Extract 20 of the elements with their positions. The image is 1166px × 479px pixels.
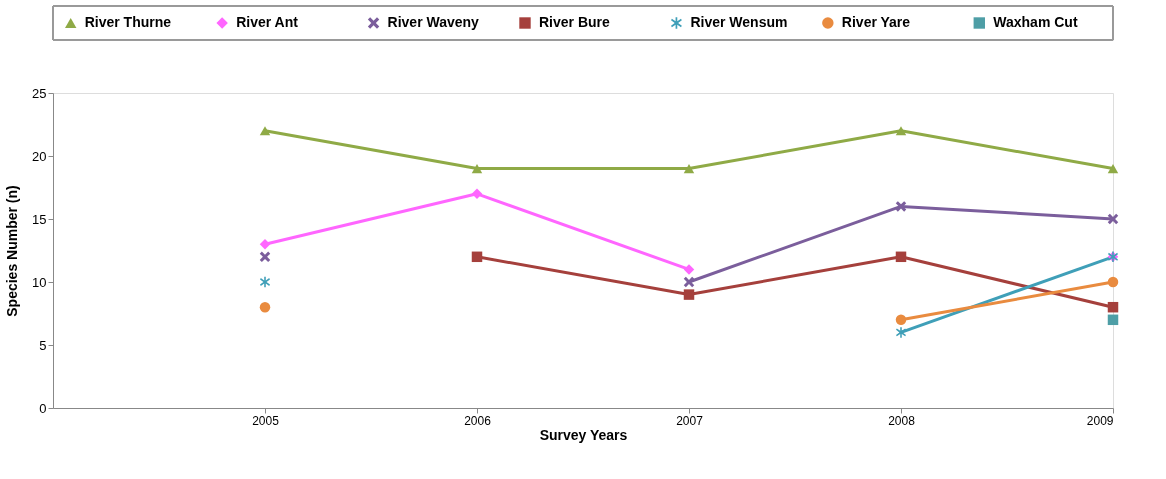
x-tick-label: 2006 <box>464 413 492 428</box>
y-axis-title: Species Number (n) <box>4 185 21 317</box>
legend-label: River Yare <box>841 14 911 30</box>
legend-label: Waxham Cut <box>993 14 1078 30</box>
legend-label: River Ant <box>236 14 299 30</box>
y-tick-label: 20 <box>32 148 47 164</box>
x-tick-label: 2008 <box>888 413 916 428</box>
legend-label: River Wensum <box>690 14 788 30</box>
y-tick-label: 5 <box>39 337 47 353</box>
legend-label: River Waveny <box>387 14 480 30</box>
x-tick-label: 2009 <box>1086 413 1114 428</box>
x-tick-label: 2007 <box>676 413 704 428</box>
y-tick-label: 10 <box>32 274 47 290</box>
x-axis-title: Survey Years <box>539 426 628 443</box>
y-tick-label: 15 <box>32 211 47 227</box>
legend-label: River Thurne <box>84 14 172 30</box>
y-tick-label: 25 <box>32 85 47 101</box>
legend-label: River Bure <box>539 14 611 30</box>
y-tick-label: 0 <box>39 400 47 416</box>
x-tick-label: 2005 <box>252 413 280 428</box>
